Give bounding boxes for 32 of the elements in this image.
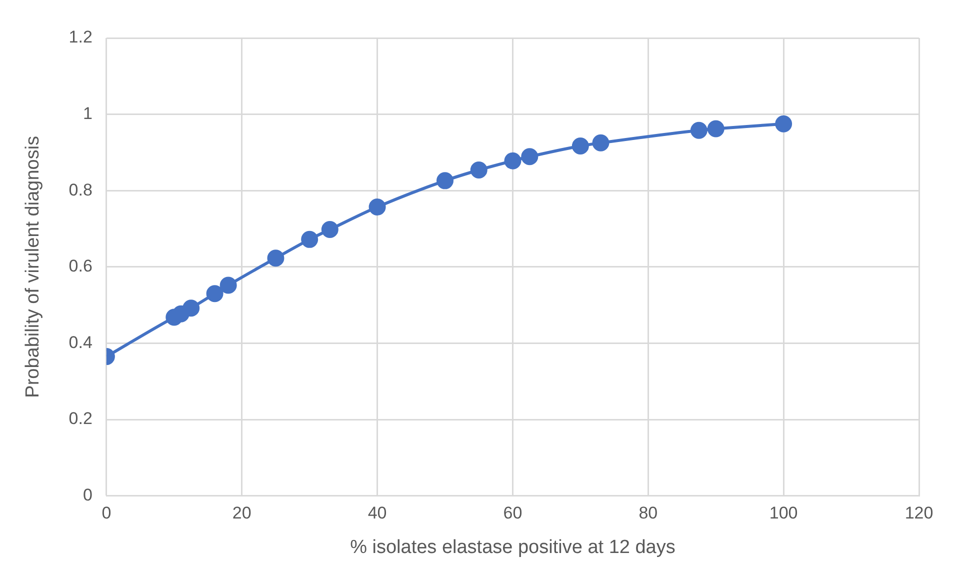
point (267, 250, 284, 267)
point (775, 115, 792, 132)
point (301, 230, 318, 248)
x-tick-label: 80 (638, 504, 658, 523)
point (521, 148, 538, 166)
point (321, 221, 338, 238)
point (182, 300, 200, 317)
y-tick-label: 0 (82, 485, 92, 504)
point (592, 134, 610, 152)
y-tick-label: 1 (82, 104, 92, 123)
y-tick-label: 0.2 (68, 409, 92, 428)
point (436, 172, 454, 190)
y-tick-label: 0.6 (68, 256, 92, 276)
x-tick-label: 100 (769, 504, 798, 523)
y-tick-label: 0.4 (68, 332, 92, 352)
point (470, 162, 488, 178)
point (220, 276, 237, 294)
y-tick-label: 0.8 (68, 180, 92, 200)
point (690, 122, 708, 139)
x-tick-label: 20 (232, 504, 252, 523)
x-tick-label: 60 (503, 504, 522, 523)
y-tick-label: 1.2 (68, 28, 92, 47)
x-axis-title: % isolates elastase positive at 12 days (350, 536, 676, 558)
x-tick-label: 0 (102, 504, 112, 523)
point (368, 198, 386, 216)
point (707, 120, 724, 138)
x-tick-label: 40 (368, 504, 387, 523)
point (572, 137, 589, 154)
x-tick-label: 120 (904, 504, 934, 523)
point (206, 285, 224, 302)
y-axis-title: Probability of virulent diagnosis (22, 136, 44, 398)
point (504, 152, 522, 170)
